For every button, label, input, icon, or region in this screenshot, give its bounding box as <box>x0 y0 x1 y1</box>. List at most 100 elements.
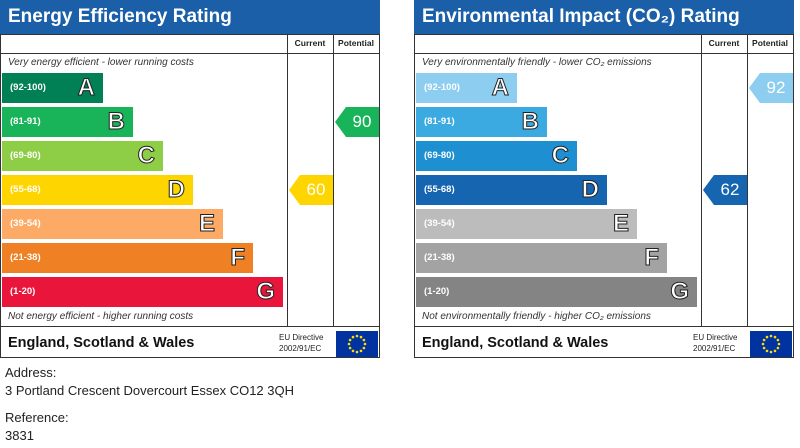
column-header-current: Current <box>708 38 740 48</box>
band-range-label: (81-91) <box>10 116 41 127</box>
band-letter-label: D <box>581 176 599 204</box>
eu-directive-line: 2002/91/EC <box>279 344 322 353</box>
band-letter-label: E <box>612 210 629 238</box>
band-letter-label: A <box>491 74 509 102</box>
current-rating-value: 62 <box>720 180 740 199</box>
eu-star-icon <box>773 335 777 339</box>
potential-column-divider <box>333 35 334 327</box>
band-range-label: (92-100) <box>10 82 46 93</box>
potential-rating-arrow-mark <box>749 73 793 103</box>
eu-star-icon <box>769 350 773 354</box>
eu-star-icon <box>773 349 777 353</box>
eu-flag-icon <box>750 331 792 357</box>
band-letter-label: B <box>521 108 539 136</box>
current-rating-shape <box>703 175 747 205</box>
band-range-label: (55-68) <box>10 184 41 195</box>
eu-star-icon <box>348 338 352 342</box>
band-c: (69-80) C <box>2 141 163 171</box>
band-d: (55-68) D <box>2 175 193 205</box>
potential-rating-value: 90 <box>352 112 372 131</box>
eu-star-icon <box>776 346 780 350</box>
top-note: Very environmentally friendly - lower CO… <box>422 57 652 68</box>
potential-column-divider <box>747 35 748 327</box>
band-f: (21-38) F <box>2 243 253 273</box>
band-letter-label: E <box>198 210 215 238</box>
eu-star-icon <box>362 338 366 342</box>
potential-rating-shape <box>749 73 793 103</box>
band-letter-label: G <box>670 278 690 306</box>
band-range-label: (55-68) <box>424 184 455 195</box>
column-header-potential: Potential <box>752 38 788 48</box>
chart-body: Current Potential Very environmentally fri… <box>414 34 794 358</box>
footer-divider <box>415 326 793 327</box>
band-e: (39-54) E <box>2 209 223 239</box>
band-range-label: (1-20) <box>424 286 450 297</box>
band-range-label: (69-80) <box>10 150 41 161</box>
eu-star-icon <box>347 342 351 346</box>
band-g: (1-20) G <box>2 277 283 307</box>
footer-region: England, Scotland & Wales <box>422 335 609 351</box>
chart-body: Current Potential Very energy efficient - … <box>0 34 380 358</box>
potential-rating-arrow-mark <box>335 107 379 137</box>
band-letter-label: C <box>551 142 569 170</box>
eu-star-icon <box>359 349 363 353</box>
band-letter-label: F <box>230 244 246 272</box>
eu-directive-line: 2002/91/EC <box>693 344 736 353</box>
eu-star-icon <box>351 335 355 339</box>
band-letter-label: C <box>137 142 155 170</box>
potential-rating: 92 <box>749 73 793 103</box>
band-a: (92-100) A <box>416 73 517 103</box>
eu-star-icon <box>769 334 773 338</box>
band-f: (21-38) F <box>416 243 667 273</box>
current-rating-arrow-mark <box>703 175 747 205</box>
reference-label: Reference: <box>5 410 69 425</box>
eu-star-icon <box>761 342 765 346</box>
band-letter-label: G <box>256 278 276 306</box>
potential-rating: 90 <box>335 107 379 137</box>
eu-star-icon <box>359 335 363 339</box>
footer-region: England, Scotland & Wales <box>8 335 195 351</box>
potential-rating-value: 92 <box>766 78 786 97</box>
band-letter-label: D <box>167 176 185 204</box>
environmental-impact-chart: Environmental Impact (CO₂) Rating Current… <box>414 0 794 358</box>
eu-star-icon <box>362 346 366 350</box>
band-letter-label: F <box>644 244 660 272</box>
address-label: Address: <box>5 365 57 380</box>
eu-star-icon <box>765 349 769 353</box>
eu-star-icon <box>355 334 359 338</box>
band-range-label: (92-100) <box>424 82 460 93</box>
band-range-label: (39-54) <box>10 218 41 229</box>
eu-star-icon <box>765 335 769 339</box>
eu-directive: EU Directive 2002/91/EC <box>693 332 737 354</box>
band-range-label: (21-38) <box>10 252 41 263</box>
eu-directive: EU Directive 2002/91/EC <box>279 332 323 354</box>
band-range-label: (69-80) <box>424 150 455 161</box>
band-range-label: (21-38) <box>424 252 455 263</box>
reference-value: 3831 <box>5 428 34 443</box>
eu-directive-line: EU Directive <box>279 333 324 342</box>
energy-efficiency-chart: Energy Efficiency Rating Current Potential… <box>0 0 380 358</box>
eu-star-icon <box>351 349 355 353</box>
band-range-label: (1-20) <box>10 286 36 297</box>
eu-star-icon <box>762 338 766 342</box>
current-rating-value: 60 <box>306 180 326 199</box>
eu-star-icon <box>776 338 780 342</box>
current-column-divider <box>701 35 702 327</box>
band-d: (55-68) D <box>416 175 607 205</box>
top-note: Very energy efficient - lower running co… <box>8 57 194 68</box>
band-e: (39-54) E <box>416 209 637 239</box>
band-range-label: (81-91) <box>424 116 455 127</box>
eu-star-icon <box>355 350 359 354</box>
band-a: (92-100) A <box>2 73 103 103</box>
column-header-potential: Potential <box>338 38 374 48</box>
current-rating: 62 <box>703 175 747 205</box>
footer-divider <box>1 326 379 327</box>
eu-directive-line: EU Directive <box>693 333 738 342</box>
potential-rating-shape <box>335 107 379 137</box>
band-g: (1-20) G <box>416 277 697 307</box>
current-column-divider <box>287 35 288 327</box>
eu-flag-icon <box>336 331 378 357</box>
eu-star-icon <box>348 346 352 350</box>
chart-title: Energy Efficiency Rating <box>0 0 380 34</box>
eu-star-icon <box>777 342 781 346</box>
